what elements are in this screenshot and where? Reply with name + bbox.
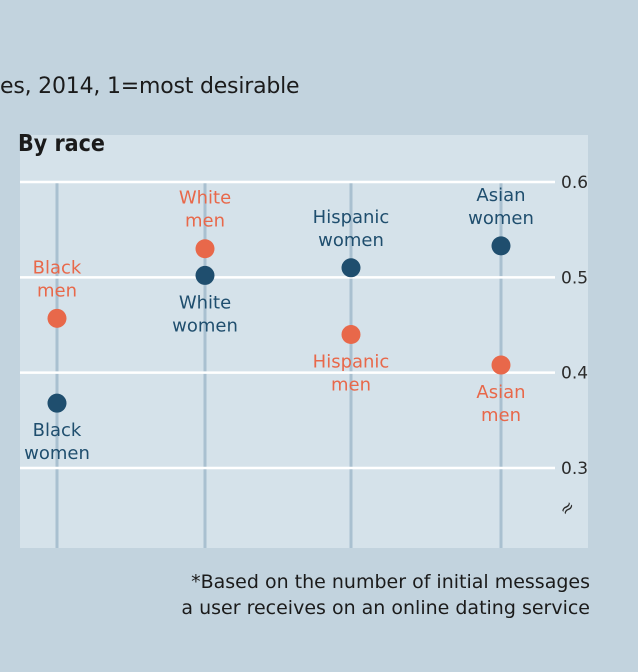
label-black-women: Black: [33, 420, 82, 441]
label-asian-men: men: [481, 405, 521, 426]
point-hispanic-women: [341, 258, 361, 278]
label-white-women: White: [179, 292, 231, 313]
label-white-men: White: [179, 188, 231, 209]
label-hispanic-men: Hispanic: [313, 352, 390, 373]
label-black-men: Black: [33, 257, 82, 278]
label-white-women: women: [172, 315, 238, 336]
plot-panel: [20, 135, 588, 548]
label-black-women: women: [24, 443, 90, 464]
panel-title: By race: [18, 131, 105, 157]
point-asian-men: [491, 355, 511, 375]
footnote-line-1: *Based on the number of initial messages: [191, 571, 590, 593]
point-black-men: [47, 308, 67, 328]
point-hispanic-men: [341, 325, 361, 345]
label-hispanic-women: women: [318, 230, 384, 251]
y-tick-label: 0.4: [561, 364, 588, 384]
label-hispanic-men: men: [331, 375, 371, 396]
label-asian-women: Asian: [476, 185, 525, 206]
chart-subtitle: es, 2014, 1=most desirable: [0, 74, 300, 99]
point-asian-women: [491, 236, 511, 256]
footnote: *Based on the number of initial messages…: [181, 569, 590, 621]
label-white-men: men: [185, 211, 225, 232]
point-black-women: [47, 393, 67, 413]
y-tick-label: 0.3: [561, 459, 588, 479]
point-white-men: [195, 239, 215, 259]
point-white-women: [195, 265, 215, 285]
y-tick-label: 0.6: [561, 173, 588, 193]
y-tick-label: 0.5: [561, 268, 588, 288]
footnote-line-2: a user receives on an online dating serv…: [181, 597, 590, 619]
label-asian-women: women: [468, 208, 534, 229]
label-black-men: men: [37, 280, 77, 301]
label-hispanic-women: Hispanic: [313, 207, 390, 228]
label-asian-men: Asian: [476, 382, 525, 403]
